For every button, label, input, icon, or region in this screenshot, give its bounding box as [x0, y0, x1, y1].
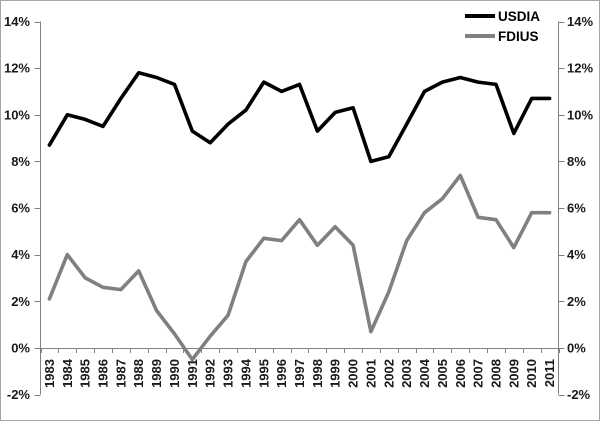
x-axis-label: 1992 [203, 359, 218, 388]
y-axis-label-left: 12% [4, 61, 30, 76]
x-axis-label: 1989 [149, 359, 164, 388]
x-axis-label: 2007 [471, 359, 486, 388]
x-axis-label: 1987 [113, 359, 128, 388]
y-axis-label-right: 0% [567, 340, 586, 355]
y-axis-label-left: 14% [4, 14, 30, 29]
x-axis-label: 1983 [42, 359, 57, 388]
y-axis-labels-left: -2% 0% 2% 4% 6% 8% 10% 12% 14% [4, 14, 30, 402]
y-axis-label-right: 12% [567, 61, 593, 76]
x-axis-label: 1990 [167, 359, 182, 388]
x-axis-label: 2001 [363, 359, 378, 388]
x-axis-label: 1993 [221, 359, 236, 388]
y-axis-label-right: 4% [567, 247, 586, 262]
x-axis-label: 1985 [78, 359, 93, 388]
x-axis-label: 1988 [131, 359, 146, 388]
x-axis-label: 2011 [542, 359, 557, 387]
x-axis-label: 1997 [292, 359, 307, 388]
x-axis-label: 2005 [435, 359, 450, 388]
x-axis-label: 2000 [346, 359, 361, 388]
x-axis-label: 2002 [381, 359, 396, 388]
legend-fdius-label: FDIUS [498, 29, 539, 44]
x-axis-label: 2009 [506, 359, 521, 388]
y-axis-label-right: 14% [567, 14, 593, 29]
series-lines-layer [47, 71, 552, 362]
y-axis-label-left: 4% [11, 247, 30, 262]
x-axis-label: 2010 [524, 359, 539, 388]
legend-usdia-label: USDIA [498, 9, 540, 24]
y-axis-labels-right: -2% 0% 2% 4% 6% 8% 10% 12% 14% [567, 14, 593, 402]
series-line-fdius [47, 173, 552, 362]
x-axis-label: 1986 [96, 359, 111, 388]
x-axis-label: 1991 [185, 359, 200, 388]
x-axis-label: 1994 [238, 358, 253, 388]
x-axis-label: 1996 [274, 359, 289, 388]
series-line-usdia [47, 71, 552, 164]
y-axis-label-right: 6% [567, 201, 586, 216]
y-axis-label-left: -2% [7, 387, 31, 402]
x-axis-label: 2004 [417, 358, 432, 388]
y-axis-label-left: 6% [11, 201, 30, 216]
x-axis-label: 1995 [256, 359, 271, 388]
x-axis-label: 1999 [328, 359, 343, 388]
y-axis-label-right: -2% [567, 387, 591, 402]
y-axis-label-left: 2% [11, 294, 30, 309]
y-axis-label-left: 8% [11, 154, 30, 169]
y-axis-label-left: 0% [11, 340, 30, 355]
x-axis-label: 2003 [399, 359, 414, 388]
x-axis-label: 1998 [310, 359, 325, 388]
y-axis-label-right: 2% [567, 294, 586, 309]
y-axis-label-left: 10% [4, 107, 30, 122]
x-axis-label: 2006 [453, 359, 468, 388]
y-axis-label-right: 10% [567, 107, 593, 122]
y-axis-label-right: 8% [567, 154, 586, 169]
x-axis-labels: 1983 1984 1985 1986 1987 1988 1989 1990 1991 1992… [42, 358, 557, 388]
x-axis-label: 2008 [488, 359, 503, 388]
x-axis-label: 1984 [60, 358, 75, 388]
legend: USDIA FDIUS [465, 9, 540, 44]
axes-layer [34, 21, 565, 396]
